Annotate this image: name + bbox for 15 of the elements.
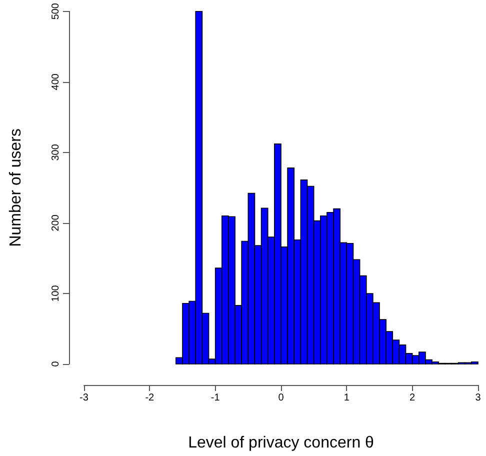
x-tick-label: -3 bbox=[80, 392, 89, 404]
y-tick-label: 300 bbox=[50, 144, 62, 161]
y-tick-label: 400 bbox=[50, 73, 62, 90]
y-tick-label: 100 bbox=[50, 284, 62, 302]
x-tick-label: 3 bbox=[475, 392, 482, 404]
y-tick-label: 200 bbox=[50, 214, 62, 232]
y-tick-label: 0 bbox=[50, 360, 62, 367]
y-tick-label: 500 bbox=[50, 2, 62, 20]
x-tick-label: 2 bbox=[410, 392, 416, 404]
x-tick-label: 1 bbox=[344, 392, 350, 404]
x-axis-title: Level of privacy concern θ bbox=[188, 434, 374, 452]
x-tick-label: -1 bbox=[210, 392, 220, 404]
x-tick-label: 0 bbox=[278, 392, 284, 404]
y-axis-title: Number of users bbox=[8, 128, 24, 247]
x-tick-label: -2 bbox=[145, 392, 155, 404]
